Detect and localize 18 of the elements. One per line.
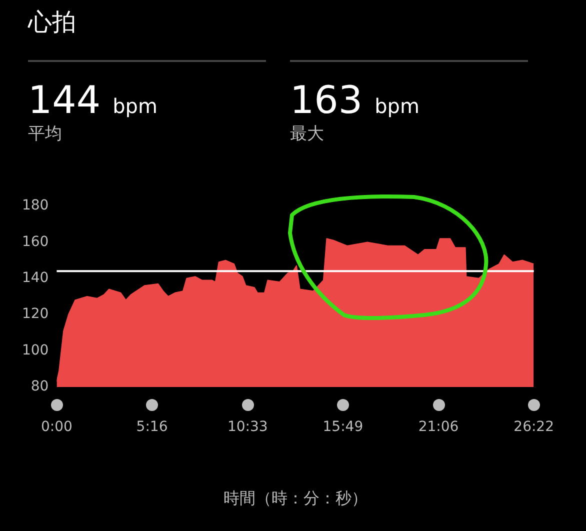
x-tick-label: 10:33 [227,419,268,436]
text: 平均 [28,123,63,145]
x-tick-label: 15:49 [322,419,364,436]
y-tick-label: 180 [22,198,49,214]
x-tick-label: 0:00 [40,419,72,436]
chart-title: 心拍 [28,7,76,38]
x-tick-label: 5:16 [136,419,168,436]
x-axis-title: 時間（時：分：秒） [223,488,368,508]
y-tick-label: 140 [22,270,49,286]
y-tick-label: 120 [22,306,49,322]
x-tick-label: 26:22 [514,419,554,436]
text: 144 bpm [28,78,158,122]
y-tick-label: 100 [22,342,49,358]
x-tick-label: 21:06 [418,419,459,436]
y-tick-label: 160 [22,234,49,250]
y-tick-label: 80 [30,378,49,395]
text: 最大 [290,123,325,145]
text: 163 bpm [290,78,420,122]
